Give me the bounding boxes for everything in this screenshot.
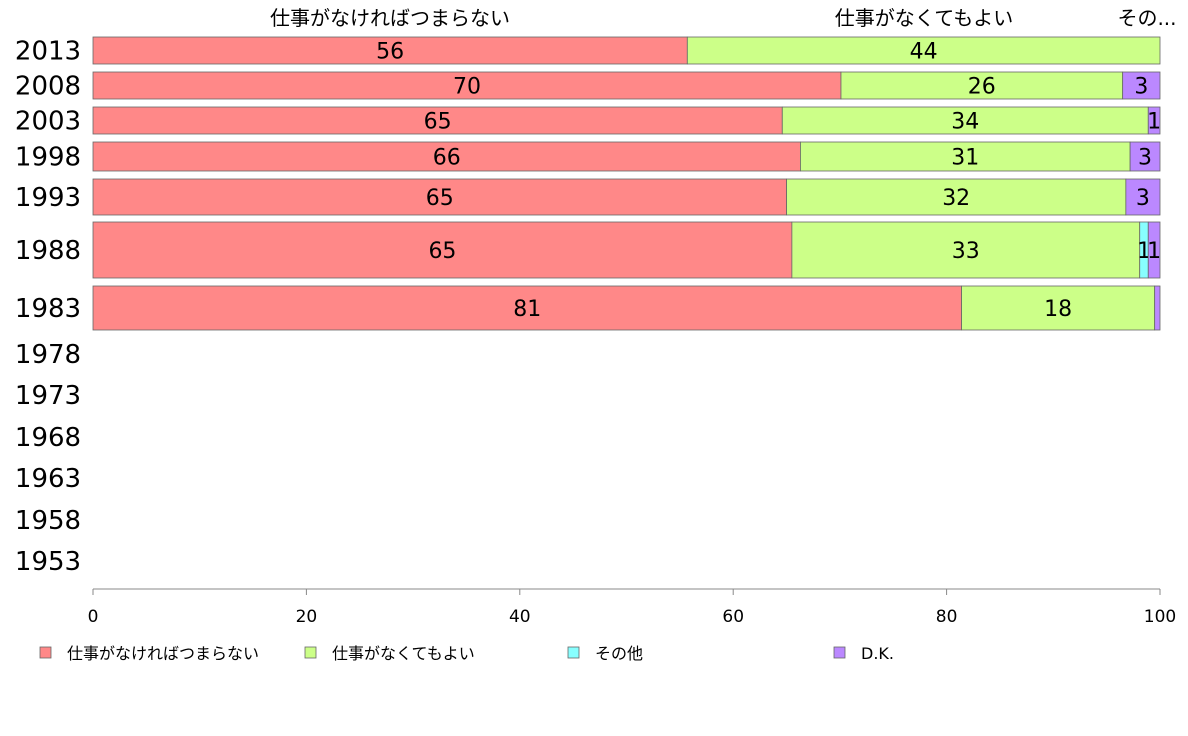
bar-value-label: 65 [428,239,456,264]
x-tick-label: 0 [88,607,99,627]
bar-value-label: 65 [426,186,454,211]
legend-swatch [833,646,846,659]
bar-segment [92,285,962,331]
bar-segment [961,285,1156,331]
series-header-label: 仕事がなければつまらない [270,6,510,30]
year-label: 1983 [15,294,81,324]
bar-value-label: 65 [424,110,452,135]
year-label: 1968 [15,423,81,453]
bar-value-label: 1 [1147,110,1161,135]
year-label: 1993 [15,183,81,213]
bar-value-label: 33 [952,239,980,264]
year-label: 1998 [15,143,81,173]
bar-value-label: 44 [910,40,938,65]
bar-value-label: 32 [942,186,970,211]
legend-label: D.K. [861,644,894,663]
bar-value-label: 1 [1137,239,1151,264]
legend-swatch [304,646,317,659]
bar-segment [781,106,1149,135]
bar-segment [1154,285,1161,331]
year-label: 1963 [15,464,81,494]
bar-value-label: 81 [513,297,541,322]
x-tick-label: 60 [722,607,744,627]
series-header-label: 仕事がなくてもよい [835,6,1013,30]
bar-segment [791,221,1141,279]
bar-value-label: 66 [433,146,461,171]
legend-label: 仕事がなければつまらない [67,644,259,663]
year-label: 2013 [15,37,81,67]
year-label: 2003 [15,107,81,137]
bar-segment [92,221,793,279]
bar-segment [840,71,1124,100]
bar-value-label: 3 [1134,75,1148,100]
bar-segment [1129,141,1161,172]
series-header-label: その... [1117,6,1176,30]
legend-swatch [567,646,580,659]
bar-value-label: 3 [1138,146,1152,171]
bar-segment [92,71,842,100]
bar-segment [800,141,1131,172]
bar-segment [686,36,1161,65]
x-tick-label: 80 [936,607,958,627]
year-label: 1988 [15,236,81,266]
x-tick-label: 20 [296,607,318,627]
x-tick-label: 100 [1144,607,1176,627]
bar-value-label: 34 [951,110,979,135]
legend-label: 仕事がなくてもよい [332,644,475,663]
bar-segment [1147,106,1161,135]
bar-segment [92,178,787,216]
year-label: 2008 [15,72,81,102]
year-label: 1958 [15,506,81,536]
legend-label: その他 [595,644,643,663]
year-label: 1953 [15,547,81,577]
bar-segment [786,178,1127,216]
bar-segment [92,36,688,65]
year-label: 1978 [15,340,81,370]
bar-segment [1147,221,1161,279]
bar-value-label: 3 [1136,186,1150,211]
legend-swatch [39,646,52,659]
bar-value-label: 26 [968,75,996,100]
bar-value-label: 18 [1044,297,1072,322]
bar-segment [1122,71,1161,100]
bar-segment [92,141,801,172]
bar-segment [1125,178,1161,216]
year-label: 1973 [15,381,81,411]
bar-value-label: 56 [376,40,404,65]
bar-segment [92,106,783,135]
bar-value-label: 70 [453,75,481,100]
x-tick-label: 40 [509,607,531,627]
bar-value-label: 1 [1147,239,1161,264]
bar-value-label: 31 [951,146,979,171]
